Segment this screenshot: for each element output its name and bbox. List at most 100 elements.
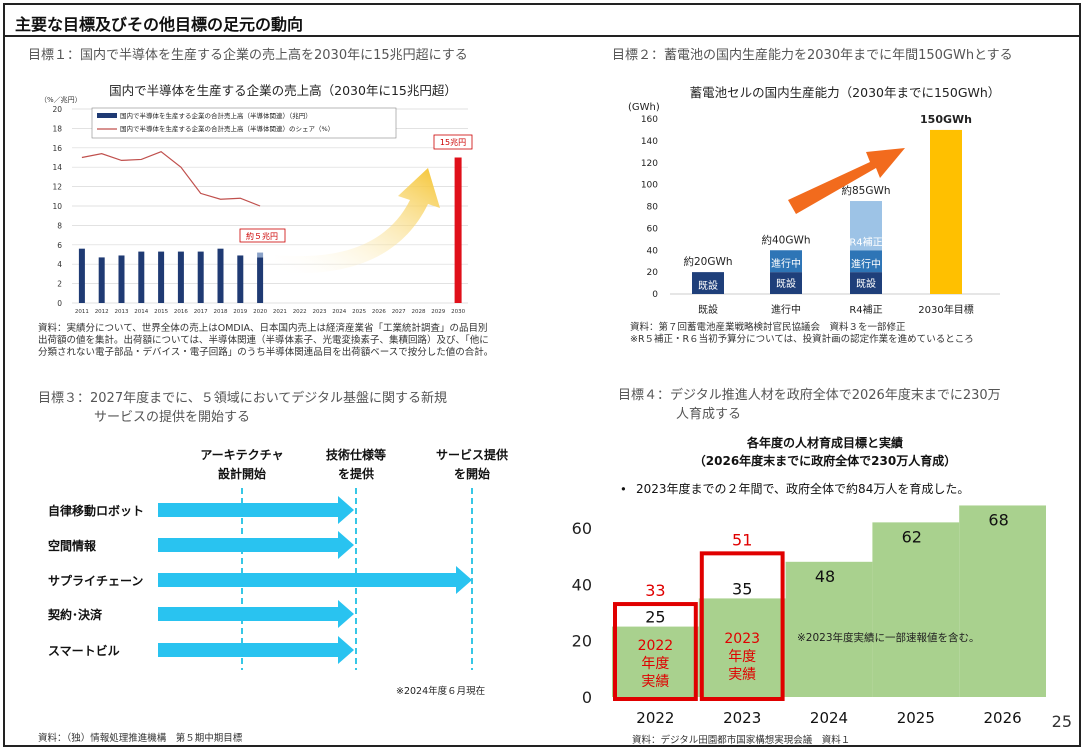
chart1-x-tick-label: 2017: [194, 309, 208, 315]
chart1-x-tick-label: 2027: [392, 309, 406, 315]
chart1-bar: [217, 248, 224, 303]
chart1-y-tick-label: 14: [52, 163, 62, 172]
chart2-bar-segment: [850, 250, 882, 273]
timeline-row-label: 空間情報: [48, 538, 97, 553]
chart1-x-tick-label: 2020: [253, 309, 267, 315]
chart1-y-tick-label: 0: [57, 299, 62, 308]
chart4-target-label: 62: [902, 527, 922, 546]
timeline-note: ※2024年度６月現在: [396, 685, 485, 697]
goal4-source: 資料：デジタル田園都市国家構想実現会議 資料１: [632, 735, 851, 746]
chart1-y-tick-label: 10: [52, 202, 62, 211]
goal2-source-line: 資料：第７回蓄電池産業戦略検討官民協議会 資料３を一部修正: [630, 322, 906, 333]
chart1-bar: [138, 251, 145, 303]
goal1-source-line: 資料：実績分について、世界全体の売上はOMDIA、日本国内売上は経済産業省「工業…: [38, 323, 488, 334]
chart2-total-label: 150GWh: [920, 113, 972, 126]
chart2-segment-label: 既設: [698, 279, 718, 292]
chart4-x-tick-label: 2022: [636, 709, 674, 727]
chart4-actual-label: 年度: [728, 649, 756, 665]
chart4-actual-label: 実績: [728, 667, 756, 683]
chart1-y-axis-label: （%／兆円）: [40, 95, 82, 104]
chart1-y-tick-label: 2: [57, 280, 62, 289]
chart1-y-tick-label: 16: [52, 144, 62, 153]
chart1-growth-arrow: [275, 168, 440, 274]
chart2-segment-label: 進行中: [851, 257, 881, 270]
timeline-milestone-label: アーキテクチャ: [200, 448, 283, 462]
chart2-growth-arrow: [788, 148, 905, 214]
chart2-bar-segment: [850, 201, 882, 251]
chart4-actual-label: 年度: [641, 656, 669, 672]
chart1-y-tick-label: 6: [57, 241, 62, 250]
chart1-annotation-current: 約５兆円: [246, 231, 278, 241]
chart1-y-tick-label: 8: [57, 221, 62, 230]
timeline-progress-arrow: [158, 566, 472, 594]
chart2-title: 蓄電池セルの国内生産能力（2030年までに150GWh）: [690, 85, 1001, 100]
goal2-heading: 目標２：蓄電池の国内生産能力を2030年までに年間150GWhとする: [612, 48, 1013, 63]
goal1-source-line: 出荷額の値を集計。出荷額については、半導体関連（半導体素子、光電変換素子、集積回…: [38, 335, 489, 346]
chart2-x-tick-label: R4補正: [849, 303, 882, 316]
goal2-source-line: ※R５補正・R６当初予算分については、投資計画の認定作業を進めているところ: [630, 334, 974, 345]
chart1-bar-increment: [257, 252, 264, 258]
chart2-segment-label: R4補正: [849, 235, 882, 248]
chart1-bar: [257, 257, 264, 303]
chart1-legend-box: [91, 107, 397, 139]
goal1-source: 資料：実績分について、世界全体の売上はOMDIA、日本国内売上は経済産業省「工業…: [38, 323, 578, 359]
chart4-actual-label: 実績: [641, 674, 669, 690]
chart1-x-tick-label: 2016: [174, 309, 188, 315]
chart1-x-tick-label: 2025: [352, 309, 366, 315]
chart4-y-tick-label: 0: [582, 688, 592, 707]
chart1-bar: [118, 255, 125, 303]
goal4-heading-line2: 人育成する: [676, 407, 742, 422]
semiconductor-sales-chart: 国内で半導体を生産する企業の売上高（2030年に15兆円超） （%／兆円） 0 2 4 6…: [40, 83, 473, 315]
page-title: 主要な目標及びその他目標の足元の動向: [15, 15, 304, 34]
chart4-x-tick-label: 2025: [897, 709, 935, 727]
chart1-x-tick-label: 2011: [75, 309, 89, 315]
chart4-target-bar: [698, 598, 786, 697]
chart2-x-tick-label: 進行中: [771, 303, 801, 316]
chart2-y-tick-label: 160: [641, 115, 658, 125]
goal4-heading-line1: 目標４：デジタル推進人材を政府全体で2026年度末までに230万: [618, 388, 1001, 403]
chart4-y-tick-label: 40: [572, 575, 592, 594]
chart4-y-tick-label: 20: [572, 632, 592, 651]
chart2-segment-label: 既設: [856, 277, 876, 290]
chart2-y-tick-label: 20: [647, 268, 659, 278]
chart2-bar-segment: [850, 272, 882, 294]
chart1-x-tick-label: 2021: [273, 309, 287, 315]
goal3-heading-line1: 目標３：2027年度までに、５領域においてデジタル基盤に関する新規: [38, 391, 448, 406]
timeline-row-label: 自律移動ロボット: [48, 503, 144, 518]
chart4-subtitle: （2026年度末までに政府全体で230万人育成）: [694, 453, 956, 468]
chart4-target-label: 35: [732, 579, 752, 598]
timeline-progress-arrow: [158, 600, 354, 628]
chart4-target-bar: [959, 505, 1046, 697]
chart1-bar: [197, 251, 204, 303]
chart1-x-tick-label: 2028: [412, 309, 426, 315]
chart4-actual-highlight: [613, 602, 698, 701]
timeline-row-label: サプライチェーン: [48, 573, 143, 588]
timeline-progress-arrow: [158, 531, 354, 559]
chart4-target-bar: [612, 626, 699, 697]
chart2-bar-segment: [930, 129, 962, 294]
timeline-milestone-label: サービス提供: [436, 447, 508, 462]
chart4-actual-value: 33: [645, 581, 665, 600]
chart1-title: 国内で半導体を生産する企業の売上高（2030年に15兆円超）: [109, 83, 457, 98]
chart1-x-tick-label: 2022: [293, 309, 307, 315]
chart4-title: 各年度の人材育成目標と実績: [746, 435, 903, 450]
chart2-bar-segment: [692, 272, 724, 294]
chart2-total-label: 約85GWh: [841, 184, 890, 197]
chart1-bar: [454, 157, 462, 303]
chart2-total-label: 約40GWh: [761, 233, 810, 246]
chart4-x-tick-label: 2024: [810, 709, 848, 727]
chart1-x-tick-label: 2030: [451, 309, 465, 315]
timeline-progress-arrow: [158, 636, 354, 664]
chart1-y-tick-label: 20: [52, 105, 62, 114]
goal1-heading: 目標１：国内で半導体を生産する企業の売上高を2030年に15兆円超にする: [28, 48, 468, 63]
goal3-source: 資料：（独）情報処理推進機構 第５期中期目標: [38, 733, 243, 744]
goal3-heading-line2: サービスの提供を開始する: [94, 410, 251, 425]
chart2-bar-segment: [770, 272, 802, 294]
chart1-bar: [158, 251, 165, 303]
slide-frame: [3, 3, 1081, 747]
timeline-milestone-label: を開始: [454, 466, 490, 481]
chart1-legend-label: 国内で半導体を生産する企業の合計売上高（半導体関連）（兆円）: [120, 111, 312, 120]
chart2-x-tick-label: 既設: [698, 303, 718, 316]
chart1-bar: [237, 255, 244, 303]
